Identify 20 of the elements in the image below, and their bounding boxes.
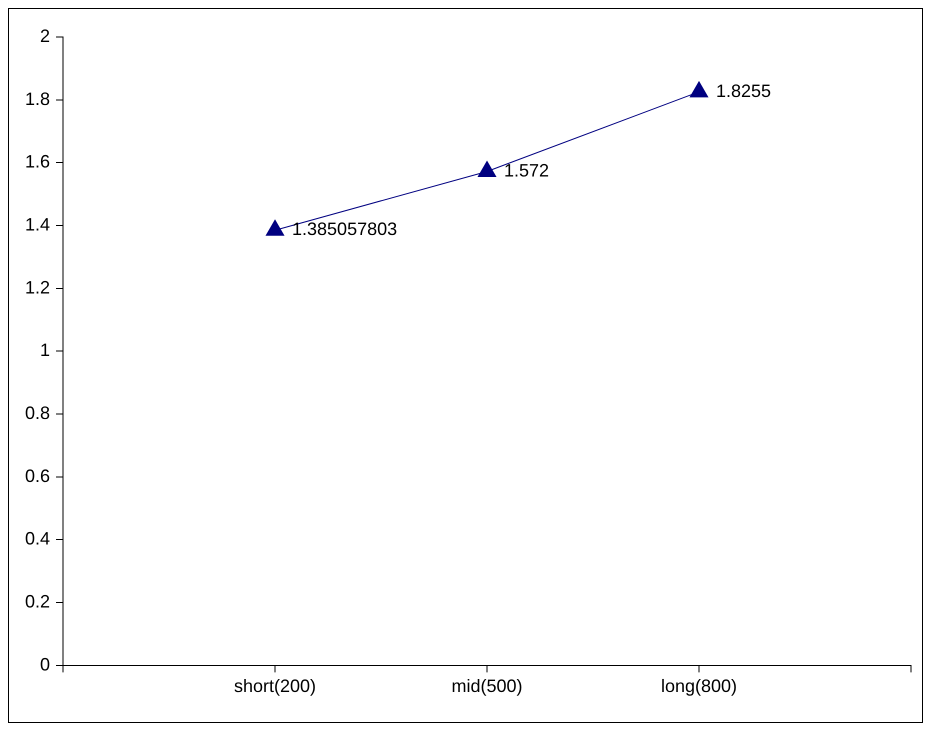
data-label: 1.8255 <box>716 80 772 101</box>
point <box>690 81 708 98</box>
y-tick-label: 0.8 <box>24 403 50 424</box>
y-tick-label: 1.4 <box>24 214 50 234</box>
y-tick-label: 1.8 <box>24 88 50 109</box>
y-tick-label: 0.4 <box>24 528 50 549</box>
x-tick-label: long(800) <box>660 676 738 696</box>
data-label: 1.572 <box>504 160 550 180</box>
y-tick-label: 0.6 <box>24 466 50 486</box>
y-tick-label: 1 <box>40 340 50 360</box>
y-tick-label: 1.2 <box>24 277 50 298</box>
y-tick-label: 0 <box>40 654 50 674</box>
x-tick-label: short(200) <box>234 676 316 696</box>
y-tick-label: 1.6 <box>24 152 50 172</box>
point <box>266 220 284 236</box>
x-tick-label: mid(500) <box>451 676 523 696</box>
point <box>478 160 496 177</box>
y-tick-label: 2 <box>40 26 50 46</box>
y-tick-label: 0.2 <box>24 592 50 612</box>
data-label: 1.385057803 <box>292 219 398 240</box>
